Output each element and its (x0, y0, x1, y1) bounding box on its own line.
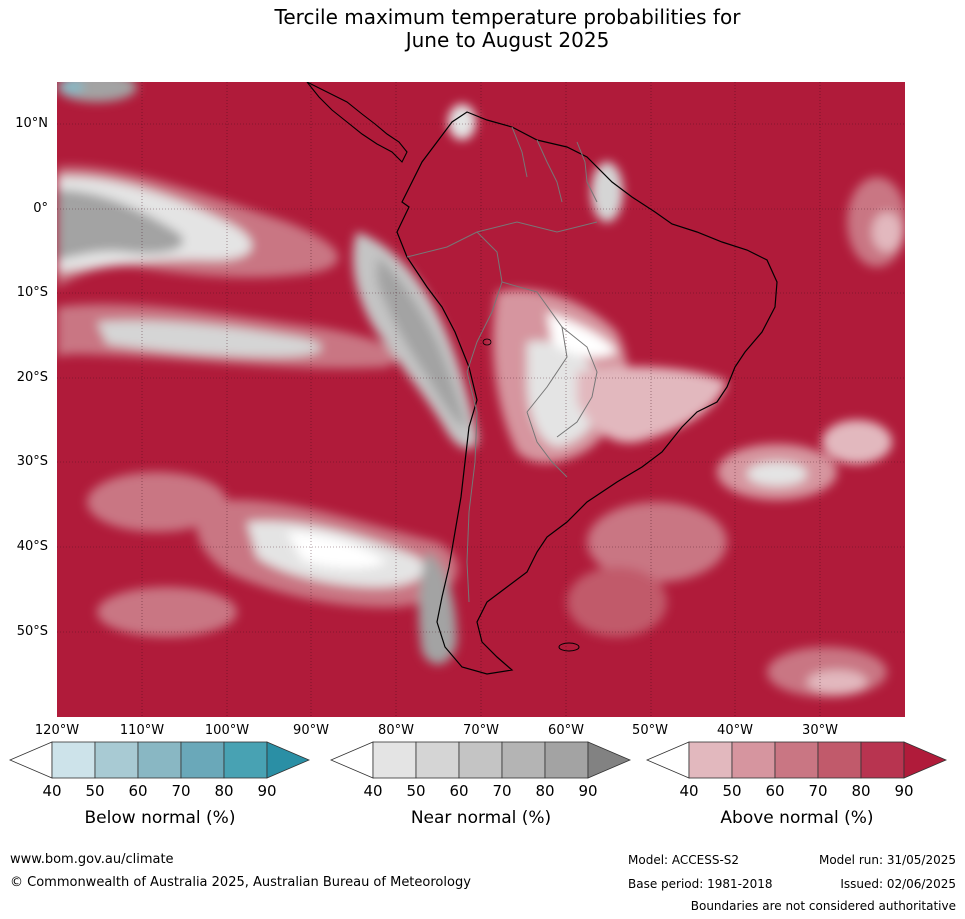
graticule (57, 82, 905, 717)
footer-model-run: Model run: 31/05/2025 (818, 853, 956, 867)
map-title: Tercile maximum temperature probabilitie… (0, 6, 965, 52)
lat-label-50s: 50°S (16, 624, 48, 639)
colorbar-extend-low (8, 741, 53, 779)
colorbar-swatch (860, 741, 905, 779)
falkland-islands (558, 642, 580, 652)
colorbar-swatch (51, 741, 96, 779)
footer-url[interactable]: www.bom.gov.au/climate (10, 852, 174, 867)
colorbar-swatch (501, 741, 546, 779)
colorbar-swatch (774, 741, 819, 779)
lon-label-60w: 60°W (548, 723, 584, 738)
colorbar-tick-label: 70 (492, 782, 512, 800)
footer-base-period: Base period: 1981-2018 (628, 877, 773, 891)
colorbar-tick-label: 70 (171, 782, 191, 800)
map-canvas (57, 82, 905, 717)
lon-label-100w: 100°W (204, 723, 250, 738)
colorbar-swatch (180, 741, 225, 779)
lat-label-10n: 10°N (15, 116, 48, 131)
colorbar-extend-low (645, 741, 690, 779)
probability-shading (57, 82, 905, 697)
colorbar-swatch (372, 741, 417, 779)
lat-label-40s: 40°S (16, 539, 48, 554)
lat-label-30s: 30°S (16, 454, 48, 469)
colorbar-swatch (731, 741, 776, 779)
footer-disclaimer: Boundaries are not considered authoritat… (690, 899, 956, 913)
colorbar-extend-high (587, 741, 632, 779)
south-america-coastline (396, 111, 778, 675)
colorbar-tick-label: 50 (722, 782, 742, 800)
colorbar-below-title: Below normal (%) (84, 808, 236, 828)
colorbar-below-ticks: 40 50 60 70 80 90 (10, 782, 310, 802)
probability-map (57, 82, 905, 717)
colorbar-above-normal-swatches (645, 741, 948, 779)
colorbar-swatch (94, 741, 139, 779)
footer-model: Model: ACCESS-S2 (628, 853, 740, 867)
lon-label-70w: 70°W (463, 723, 499, 738)
colorbar-swatch (688, 741, 733, 779)
colorbar-above-ticks: 40 50 60 70 80 90 (647, 782, 947, 802)
colorbar-near-title: Near normal (%) (410, 808, 552, 828)
colorbar-tick-label: 70 (808, 782, 828, 800)
colorbar-extend-high (903, 741, 948, 779)
colorbar-below-normal-swatches (8, 741, 311, 779)
lon-label-120w: 120°W (34, 723, 80, 738)
central-america-coastline (306, 82, 408, 163)
colorbar-tick-label: 50 (406, 782, 426, 800)
lon-label-40w: 40°W (717, 723, 753, 738)
colorbar-extend-high (266, 741, 311, 779)
lon-label-50w: 50°W (632, 723, 668, 738)
colorbar-swatch (137, 741, 182, 779)
colorbar-tick-label: 90 (578, 782, 598, 800)
colorbar-tick-label: 40 (363, 782, 383, 800)
colorbar-tick-label: 80 (535, 782, 555, 800)
colorbar-above-title: Above normal (%) (720, 808, 874, 828)
colorbar-below-normal (8, 741, 311, 779)
colorbar-swatch (458, 741, 503, 779)
colorbar-tick-label: 60 (765, 782, 785, 800)
colorbar-tick-label: 40 (679, 782, 699, 800)
colorbar-tick-label: 80 (851, 782, 871, 800)
colorbar-tick-label: 80 (214, 782, 234, 800)
lat-label-10s: 10°S (16, 285, 48, 300)
colorbar-tick-label: 50 (85, 782, 105, 800)
footer-issued: Issued: 02/06/2025 (840, 877, 956, 891)
colorbar-tick-label: 90 (894, 782, 914, 800)
colorbar-near-normal (329, 741, 632, 779)
lake-titicaca (482, 338, 492, 346)
colorbar-extend-low (329, 741, 374, 779)
colorbar-near-ticks: 40 50 60 70 80 90 (331, 782, 631, 802)
lon-label-90w: 90°W (293, 723, 329, 738)
colorbar-tick-label: 90 (257, 782, 277, 800)
lon-label-110w: 110°W (119, 723, 165, 738)
title-line-1: Tercile maximum temperature probabilitie… (274, 5, 741, 29)
colorbar-near-normal-swatches (329, 741, 632, 779)
colorbar-swatch (415, 741, 460, 779)
colorbar-tick-label: 40 (42, 782, 62, 800)
lat-label-20s: 20°S (16, 370, 48, 385)
colorbar-swatch (544, 741, 589, 779)
title-line-2: June to August 2025 (405, 28, 610, 52)
colorbar-tick-label: 60 (128, 782, 148, 800)
colorbar-swatch (223, 741, 268, 779)
country-borders (406, 126, 598, 603)
colorbar-above-normal (645, 741, 948, 779)
lon-label-30w: 30°W (802, 723, 838, 738)
colorbar-tick-label: 60 (449, 782, 469, 800)
footer-copyright: © Commonwealth of Australia 2025, Austra… (10, 875, 471, 890)
colorbar-swatch (817, 741, 862, 779)
lon-label-80w: 80°W (378, 723, 414, 738)
lat-label-0: 0° (33, 201, 48, 216)
